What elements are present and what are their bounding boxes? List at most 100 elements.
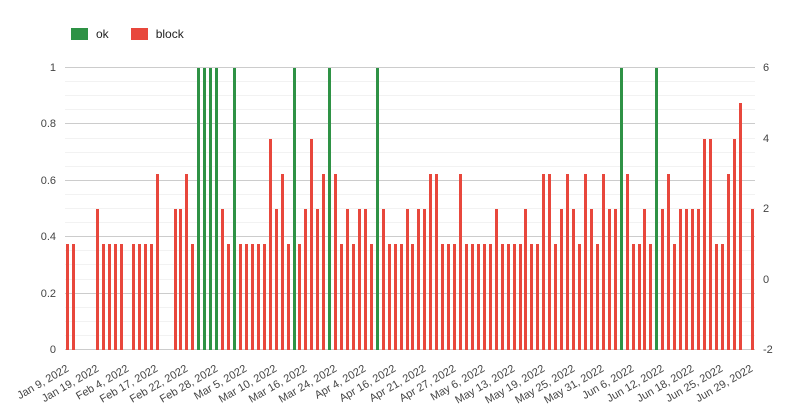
bar-block[interactable] xyxy=(601,173,605,350)
bar-block[interactable] xyxy=(702,138,706,350)
bar-block[interactable] xyxy=(625,173,629,350)
bar-ok[interactable] xyxy=(375,68,379,350)
bar-block[interactable] xyxy=(72,244,76,350)
bar-ok[interactable] xyxy=(328,68,332,350)
bar-block[interactable] xyxy=(429,173,433,350)
bar-block[interactable] xyxy=(595,244,599,350)
bar-block[interactable] xyxy=(131,244,135,350)
bar-block[interactable] xyxy=(518,244,522,350)
bar-block[interactable] xyxy=(143,244,147,350)
bar-ok[interactable] xyxy=(203,68,207,350)
bar-block[interactable] xyxy=(280,173,284,350)
bar-block[interactable] xyxy=(411,244,415,350)
bar-block[interactable] xyxy=(566,173,570,350)
bar-block[interactable] xyxy=(191,244,195,350)
bar-block[interactable] xyxy=(494,209,498,350)
bar-block[interactable] xyxy=(482,244,486,350)
bar-block[interactable] xyxy=(572,209,576,350)
bar-block[interactable] xyxy=(262,244,266,350)
bar-block[interactable] xyxy=(66,244,70,350)
bar-ok[interactable] xyxy=(197,68,201,350)
bar-block[interactable] xyxy=(268,138,272,350)
bar-block[interactable] xyxy=(554,244,558,350)
bar-block[interactable] xyxy=(387,244,391,350)
bar-block[interactable] xyxy=(589,209,593,350)
bar-block[interactable] xyxy=(750,209,754,350)
bar-block[interactable] xyxy=(363,209,367,350)
bar-block[interactable] xyxy=(423,209,427,350)
bar-ok[interactable] xyxy=(215,68,219,350)
bar-block[interactable] xyxy=(137,244,141,350)
bar-block[interactable] xyxy=(316,209,320,350)
bar-block[interactable] xyxy=(346,209,350,350)
bar-block[interactable] xyxy=(738,103,742,350)
bar-block[interactable] xyxy=(685,209,689,350)
bar-block[interactable] xyxy=(500,244,504,350)
bar-ok[interactable] xyxy=(655,68,659,350)
bar-block[interactable] xyxy=(488,244,492,350)
bar-block[interactable] xyxy=(238,244,242,350)
bar-block[interactable] xyxy=(179,209,183,350)
bar-block[interactable] xyxy=(274,209,278,350)
bar-block[interactable] xyxy=(578,244,582,350)
bar-block[interactable] xyxy=(560,209,564,350)
bar-block[interactable] xyxy=(250,244,254,350)
bar-block[interactable] xyxy=(244,244,248,350)
bar-block[interactable] xyxy=(708,138,712,350)
bar-block[interactable] xyxy=(417,209,421,350)
bar-block[interactable] xyxy=(102,244,106,350)
bar-block[interactable] xyxy=(720,244,724,350)
bar-block[interactable] xyxy=(310,138,314,350)
bar-block[interactable] xyxy=(465,244,468,350)
bar-block[interactable] xyxy=(185,173,189,350)
bar-block[interactable] xyxy=(476,244,480,350)
bar-block[interactable] xyxy=(530,244,534,350)
bar-block[interactable] xyxy=(322,173,326,350)
bar-block[interactable] xyxy=(637,244,641,350)
bar-block[interactable] xyxy=(256,244,260,350)
bar-block[interactable] xyxy=(714,244,718,350)
bar-block[interactable] xyxy=(643,209,647,350)
bar-block[interactable] xyxy=(120,244,123,350)
bar-block[interactable] xyxy=(631,244,635,350)
bar-block[interactable] xyxy=(607,209,611,350)
bar-block[interactable] xyxy=(459,173,463,350)
bar-block[interactable] xyxy=(536,244,540,350)
bar-block[interactable] xyxy=(470,244,474,350)
bar-block[interactable] xyxy=(173,209,177,350)
bar-block[interactable] xyxy=(114,244,118,350)
bar-block[interactable] xyxy=(381,209,385,350)
bar-block[interactable] xyxy=(405,209,409,350)
bar-block[interactable] xyxy=(726,173,730,350)
bar-block[interactable] xyxy=(435,173,439,350)
bar-ok[interactable] xyxy=(209,68,213,350)
bar-block[interactable] xyxy=(512,244,516,350)
bar-block[interactable] xyxy=(155,173,159,350)
bar-ok[interactable] xyxy=(292,68,296,350)
bar-block[interactable] xyxy=(691,209,695,350)
bar-block[interactable] xyxy=(583,173,587,350)
bar-block[interactable] xyxy=(96,209,100,350)
bar-block[interactable] xyxy=(393,244,397,350)
bar-block[interactable] xyxy=(108,244,112,350)
bar-block[interactable] xyxy=(221,209,225,350)
bar-ok[interactable] xyxy=(233,68,237,350)
bar-block[interactable] xyxy=(227,244,231,350)
bar-block[interactable] xyxy=(649,244,653,350)
bar-block[interactable] xyxy=(548,173,552,350)
bar-block[interactable] xyxy=(441,244,445,350)
bar-block[interactable] xyxy=(667,173,671,350)
bar-block[interactable] xyxy=(524,209,528,350)
bar-block[interactable] xyxy=(506,244,510,350)
bar-block[interactable] xyxy=(298,244,302,350)
bar-block[interactable] xyxy=(447,244,451,350)
bar-block[interactable] xyxy=(334,173,338,350)
bar-block[interactable] xyxy=(453,244,457,350)
bar-block[interactable] xyxy=(732,138,736,350)
bar-block[interactable] xyxy=(679,209,683,350)
bar-block[interactable] xyxy=(673,244,677,350)
bar-block[interactable] xyxy=(357,209,361,350)
bar-block[interactable] xyxy=(661,209,665,350)
bar-block[interactable] xyxy=(340,244,344,350)
bar-block[interactable] xyxy=(542,173,546,350)
